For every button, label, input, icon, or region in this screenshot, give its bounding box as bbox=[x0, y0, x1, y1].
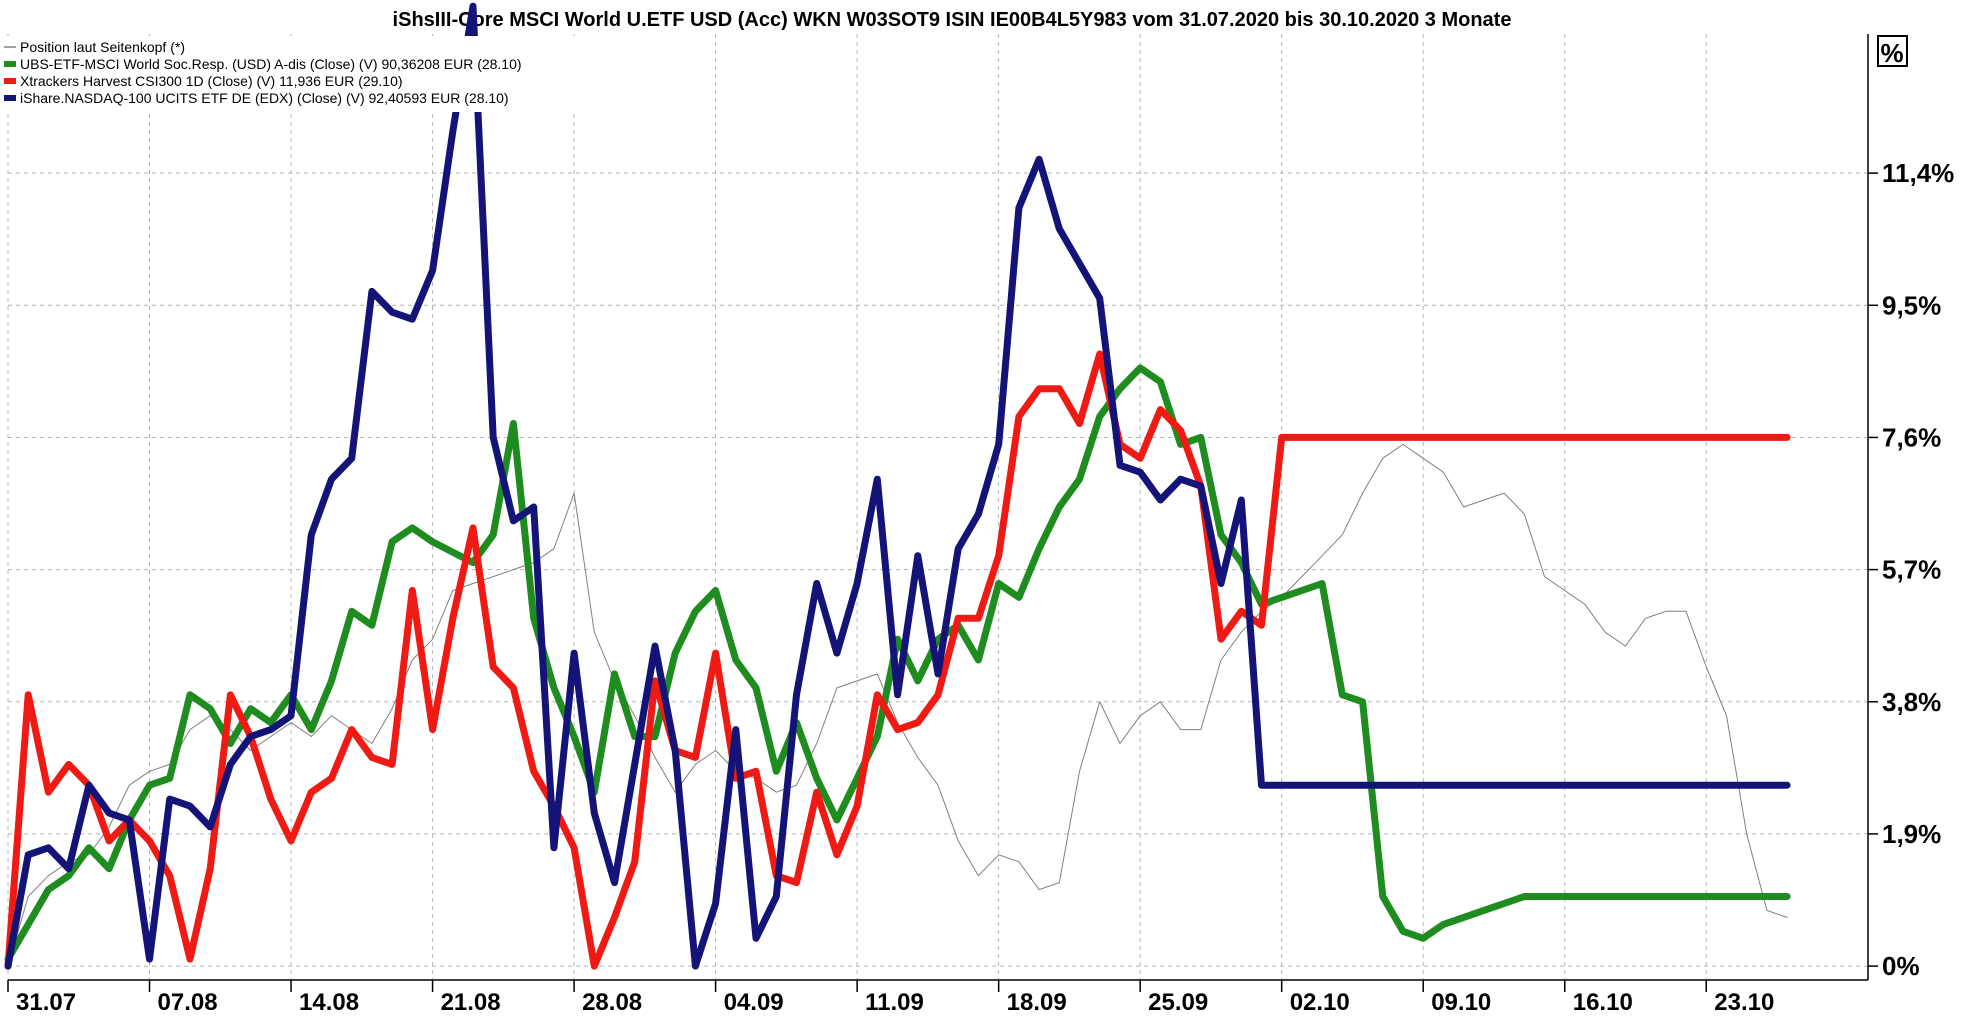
x-tick-label: 18.09 bbox=[1007, 989, 1067, 1016]
legend-box bbox=[2, 36, 586, 112]
x-tick-label: 04.09 bbox=[724, 989, 784, 1016]
grid bbox=[7, 34, 1868, 980]
x-tick-label: 28.08 bbox=[582, 989, 642, 1016]
y-tick-label: 0% bbox=[1882, 951, 1920, 981]
unit-label: % bbox=[1880, 38, 1903, 68]
legend-entry: Position laut Seitenkopf (*) bbox=[20, 39, 185, 55]
x-tick-label: 11.09 bbox=[865, 989, 924, 1016]
series-line-2 bbox=[4, 364, 1791, 963]
series-layer bbox=[4, 2, 1791, 970]
x-axis: 31.07 07.08 14.08 21.08 28.08 04.09 11.09 18.09… bbox=[7, 980, 1774, 1016]
unit-box bbox=[1877, 35, 1908, 67]
y-tick-label: 5,7% bbox=[1882, 555, 1941, 585]
x-tick-label: 02.10 bbox=[1290, 989, 1350, 1016]
y-tick-label: 1,9% bbox=[1882, 819, 1941, 849]
series-line-3 bbox=[4, 350, 1791, 970]
legend-entry: iShare.NASDAQ-100 UCITS ETF DE (EDX) (Cl… bbox=[20, 90, 509, 106]
x-tick-label: 25.09 bbox=[1148, 989, 1208, 1016]
x-tick-label: 21.08 bbox=[441, 989, 501, 1016]
chart-title: iShsIII-Core MSCI World U.ETF USD (Acc) … bbox=[393, 9, 1512, 31]
y-tick-label: 7,6% bbox=[1882, 422, 1941, 452]
x-tick-label: 14.08 bbox=[299, 989, 359, 1016]
x-tick-label: 07.08 bbox=[158, 989, 218, 1016]
plot-frame bbox=[8, 34, 1869, 981]
legend: Position laut Seitenkopf (*)UBS-ETF-MSCI… bbox=[2, 36, 586, 112]
y-axis: 0% 1,9% 3,8% 5,7% 7,6% 9,5% 11,4% bbox=[1868, 158, 1954, 981]
y-tick-label: 3,8% bbox=[1882, 687, 1941, 717]
series-line-1 bbox=[7, 443, 1788, 967]
x-tick-label: 09.10 bbox=[1431, 989, 1491, 1016]
y-tick-label: 9,5% bbox=[1882, 290, 1941, 320]
legend-entry: UBS-ETF-MSCI World Soc.Resp. (USD) A-dis… bbox=[20, 56, 522, 72]
x-tick-label: 31.07 bbox=[16, 989, 76, 1016]
legend-entry: Xtrackers Harvest CSI300 1D (Close) (V) … bbox=[20, 73, 403, 89]
x-tick-label: 16.10 bbox=[1573, 989, 1633, 1016]
series-line-4 bbox=[4, 2, 1791, 970]
y-tick-label: 11,4% bbox=[1882, 158, 1954, 188]
x-tick-label: 23.10 bbox=[1714, 989, 1774, 1016]
